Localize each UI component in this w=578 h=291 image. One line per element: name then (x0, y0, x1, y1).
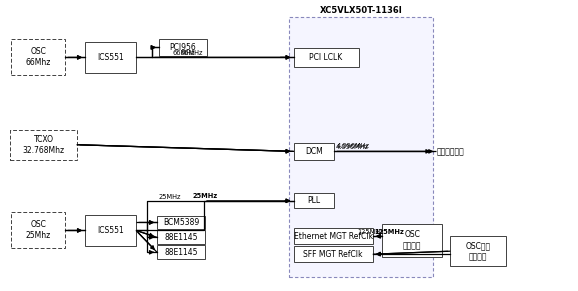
Text: 25MHz: 25MHz (192, 193, 218, 199)
Bar (294, 48, 359, 67)
Text: PCI LCLK: PCI LCLK (309, 53, 343, 62)
Bar (10, 129, 77, 160)
Text: 88E1145: 88E1145 (164, 248, 198, 257)
Text: ICS551: ICS551 (97, 53, 124, 62)
Text: 88E1145: 88E1145 (164, 233, 198, 242)
Text: SFF MGT RefClk: SFF MGT RefClk (303, 250, 363, 259)
Bar (85, 42, 136, 73)
Text: DCM: DCM (305, 147, 323, 156)
Text: 125MHz: 125MHz (375, 229, 405, 235)
Bar (289, 17, 434, 277)
Text: OSC
66Mhz: OSC 66Mhz (25, 47, 51, 67)
Text: OSC
25Mhz: OSC 25Mhz (26, 220, 51, 240)
Bar (159, 39, 207, 56)
Text: PLL: PLL (307, 196, 320, 205)
Text: XC5VLX50T-1136I: XC5VLX50T-1136I (320, 6, 403, 15)
Text: 66MHz: 66MHz (173, 50, 195, 56)
Text: 25MHz: 25MHz (159, 194, 181, 200)
Text: Ethernet MGT RefClk: Ethernet MGT RefClk (294, 232, 373, 241)
Text: 66MHz: 66MHz (180, 50, 203, 56)
Bar (294, 143, 334, 160)
Bar (12, 212, 65, 249)
Text: BCM5389: BCM5389 (163, 218, 199, 227)
Bar (294, 246, 373, 262)
Bar (294, 228, 373, 244)
Text: 同步采样时钟: 同步采样时钟 (436, 147, 464, 156)
Text: 4.096MHz: 4.096MHz (337, 143, 370, 149)
Bar (383, 224, 442, 257)
Text: TCXO
32.768Mhz: TCXO 32.768Mhz (23, 135, 65, 155)
Text: 125MHz: 125MHz (357, 229, 384, 235)
Text: 4.096MHz: 4.096MHz (336, 144, 369, 150)
Bar (294, 193, 334, 208)
Bar (157, 245, 205, 259)
Bar (450, 236, 506, 266)
Bar (157, 230, 205, 244)
Text: OSC备用
差分晶振: OSC备用 差分晶振 (466, 241, 491, 261)
Bar (12, 39, 65, 75)
Text: ICS551: ICS551 (97, 226, 124, 235)
Bar (85, 215, 136, 246)
Text: PCI956: PCI956 (169, 43, 196, 52)
Bar (157, 216, 205, 229)
Text: OSC
差分晶振: OSC 差分晶振 (403, 230, 421, 251)
